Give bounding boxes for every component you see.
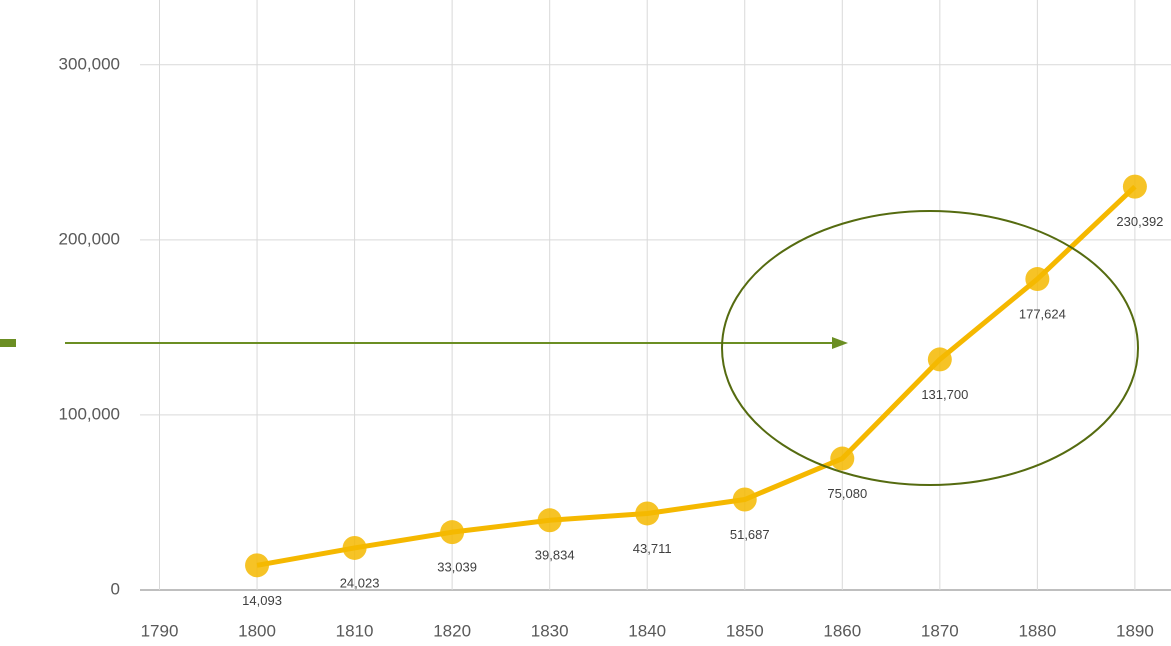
marker bbox=[440, 520, 465, 545]
annotation-marker bbox=[0, 339, 16, 347]
x-tick-label: 1880 bbox=[1018, 621, 1056, 640]
x-tick-label: 1790 bbox=[141, 621, 179, 640]
marker bbox=[1122, 174, 1147, 199]
data-label: 14,093 bbox=[242, 593, 282, 608]
marker bbox=[342, 535, 367, 560]
x-tick-label: 1850 bbox=[726, 621, 764, 640]
data-label: 33,039 bbox=[437, 560, 477, 575]
annotation-arrowhead bbox=[832, 337, 848, 349]
marker bbox=[635, 501, 660, 526]
marker bbox=[732, 487, 757, 512]
marker bbox=[245, 553, 270, 578]
data-label: 177,624 bbox=[1019, 306, 1066, 321]
data-label: 230,392 bbox=[1116, 214, 1163, 229]
x-tick-label: 1830 bbox=[531, 621, 569, 640]
data-label: 24,023 bbox=[340, 575, 380, 590]
x-tick-label: 1810 bbox=[336, 621, 374, 640]
y-tick-label: 200,000 bbox=[59, 229, 120, 248]
data-label: 131,700 bbox=[921, 387, 968, 402]
x-tick-label: 1890 bbox=[1116, 621, 1154, 640]
y-tick-label: 0 bbox=[111, 579, 120, 598]
data-label: 39,834 bbox=[535, 548, 575, 563]
line bbox=[256, 184, 1137, 568]
marker bbox=[830, 446, 855, 471]
annotation-ellipse bbox=[721, 210, 1139, 486]
data-label: 51,687 bbox=[730, 527, 770, 542]
x-tick-label: 1860 bbox=[823, 621, 861, 640]
data-label: 43,711 bbox=[633, 541, 672, 556]
x-tick-label: 1800 bbox=[238, 621, 276, 640]
x-tick-label: 1840 bbox=[628, 621, 666, 640]
data-label: 75,080 bbox=[827, 486, 867, 501]
x-tick-label: 1820 bbox=[433, 621, 471, 640]
marker bbox=[927, 347, 952, 372]
marker bbox=[537, 508, 562, 533]
y-tick-label: 300,000 bbox=[59, 54, 120, 73]
annotation bbox=[0, 210, 1139, 486]
x-tick-label: 1870 bbox=[921, 621, 959, 640]
y-tick-label: 100,000 bbox=[59, 404, 120, 423]
marker bbox=[1025, 267, 1050, 292]
plot: 0 100,000 200,000 300,000 1790 1800 1810 1820 18… bbox=[59, 0, 1171, 640]
